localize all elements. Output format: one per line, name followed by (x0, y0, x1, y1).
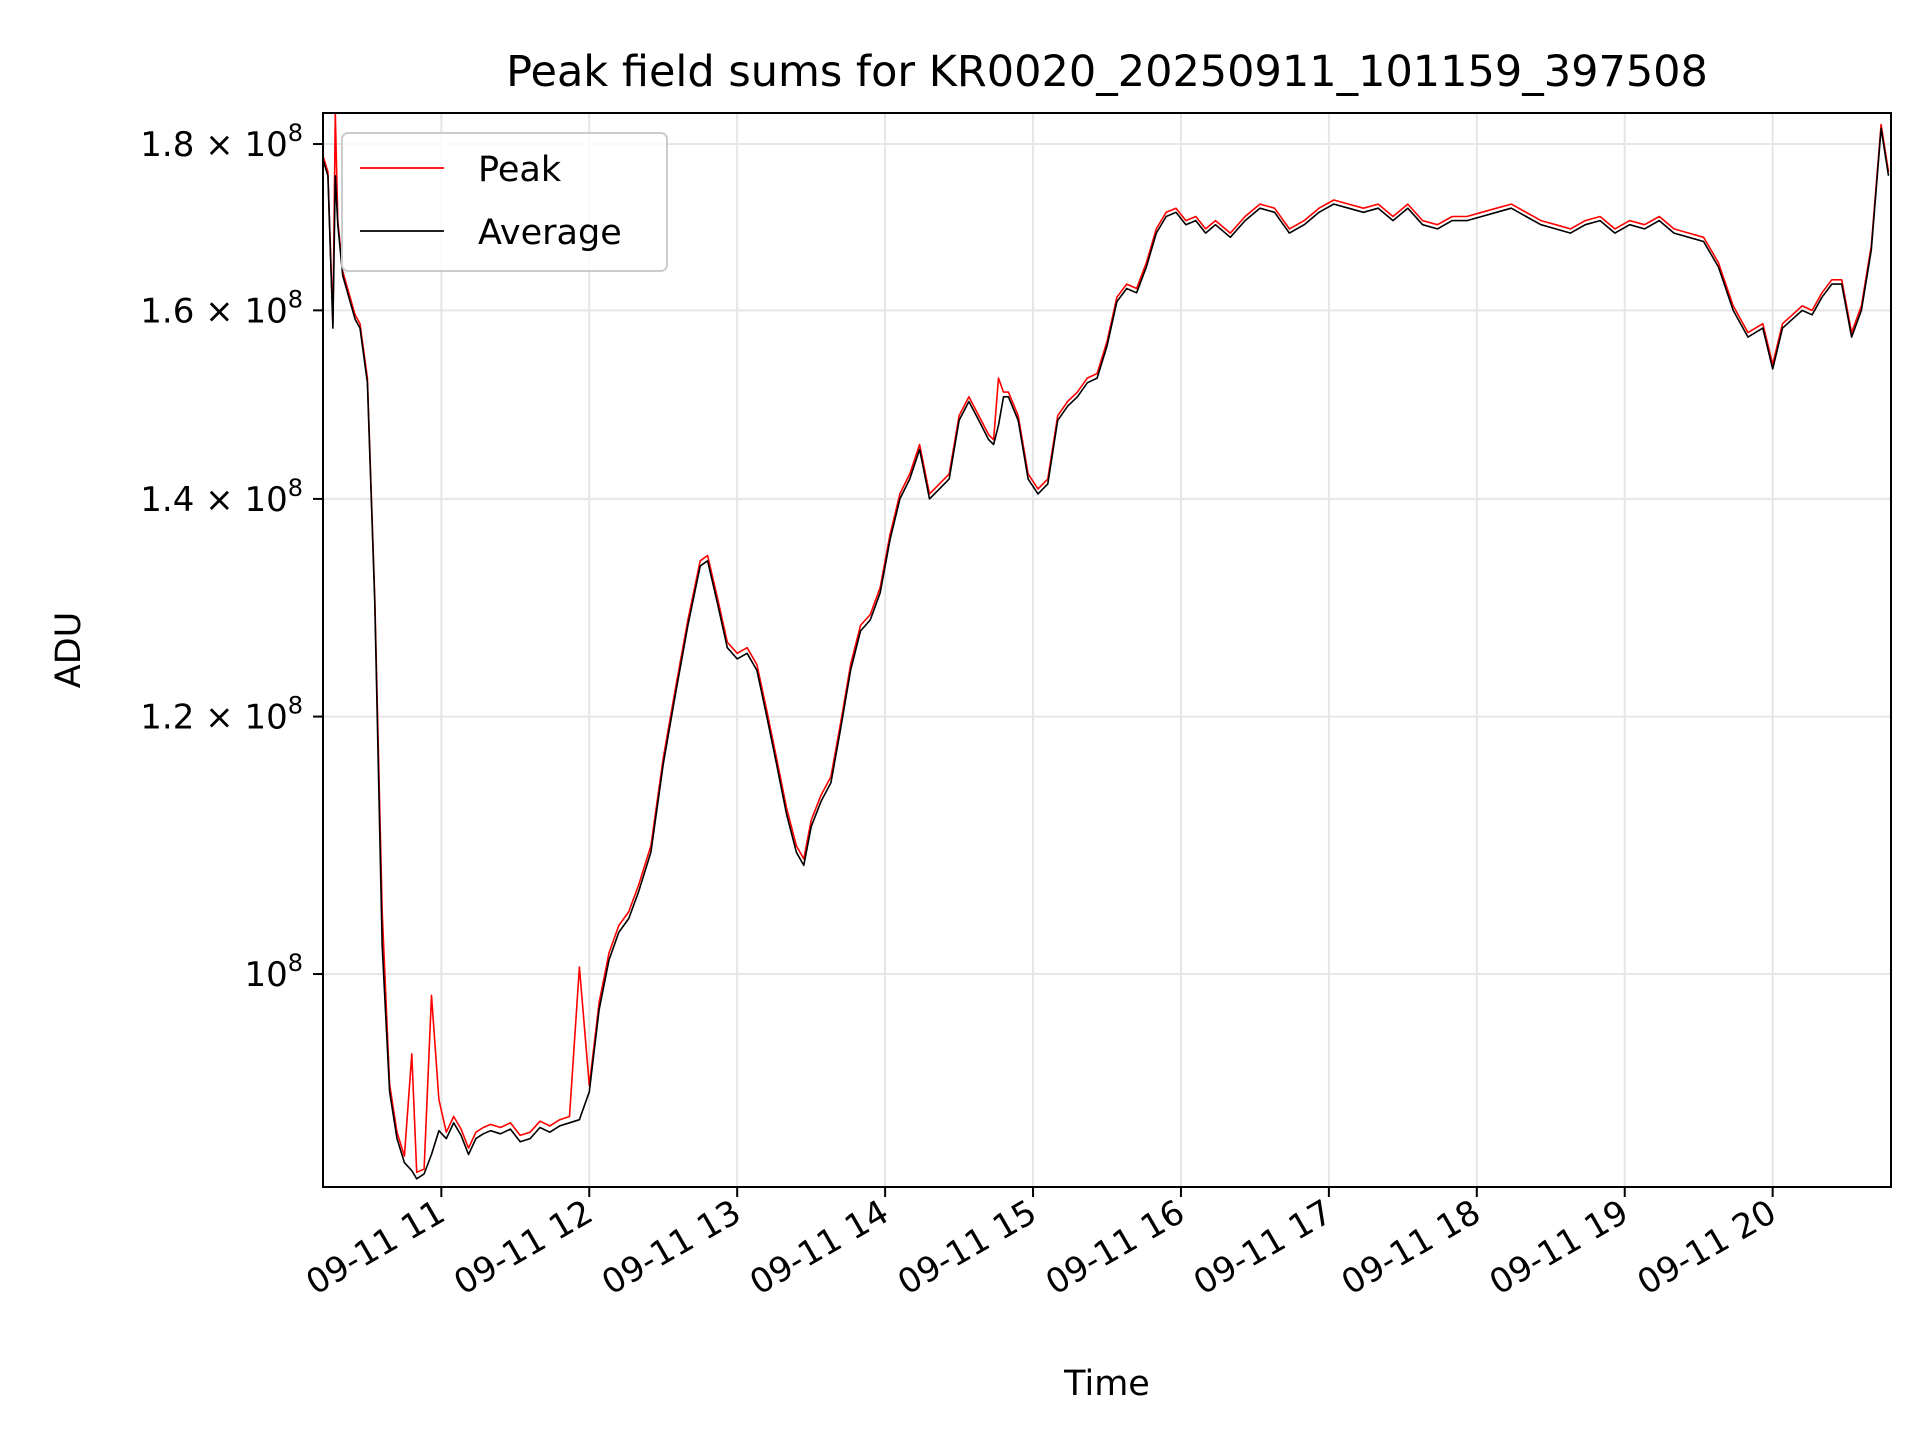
x-axis-label: Time (1063, 1364, 1150, 1404)
legend: Peak Average (341, 132, 668, 272)
series-line-peak (322, 112, 1890, 1174)
series-line-average (322, 127, 1890, 1180)
y-tick-label: 1.4 × 108 (140, 474, 303, 520)
y-tick-label: 1.2 × 108 (140, 692, 303, 738)
y-tick-label: 1.6 × 108 (140, 285, 303, 331)
chart-title: Peak field sums for KR0020_20250911_1011… (506, 47, 1708, 97)
y-axis-label: ADU (49, 612, 89, 689)
plot-frame (322, 112, 1892, 1188)
legend-label-average: Average (478, 213, 622, 253)
y-tick-label: 108 (244, 949, 303, 995)
series-layer (322, 112, 1890, 1180)
grid-layer (323, 113, 1891, 1187)
legend-label-peak: Peak (478, 150, 562, 190)
y-tick-label: 1.8 × 108 (140, 119, 303, 165)
